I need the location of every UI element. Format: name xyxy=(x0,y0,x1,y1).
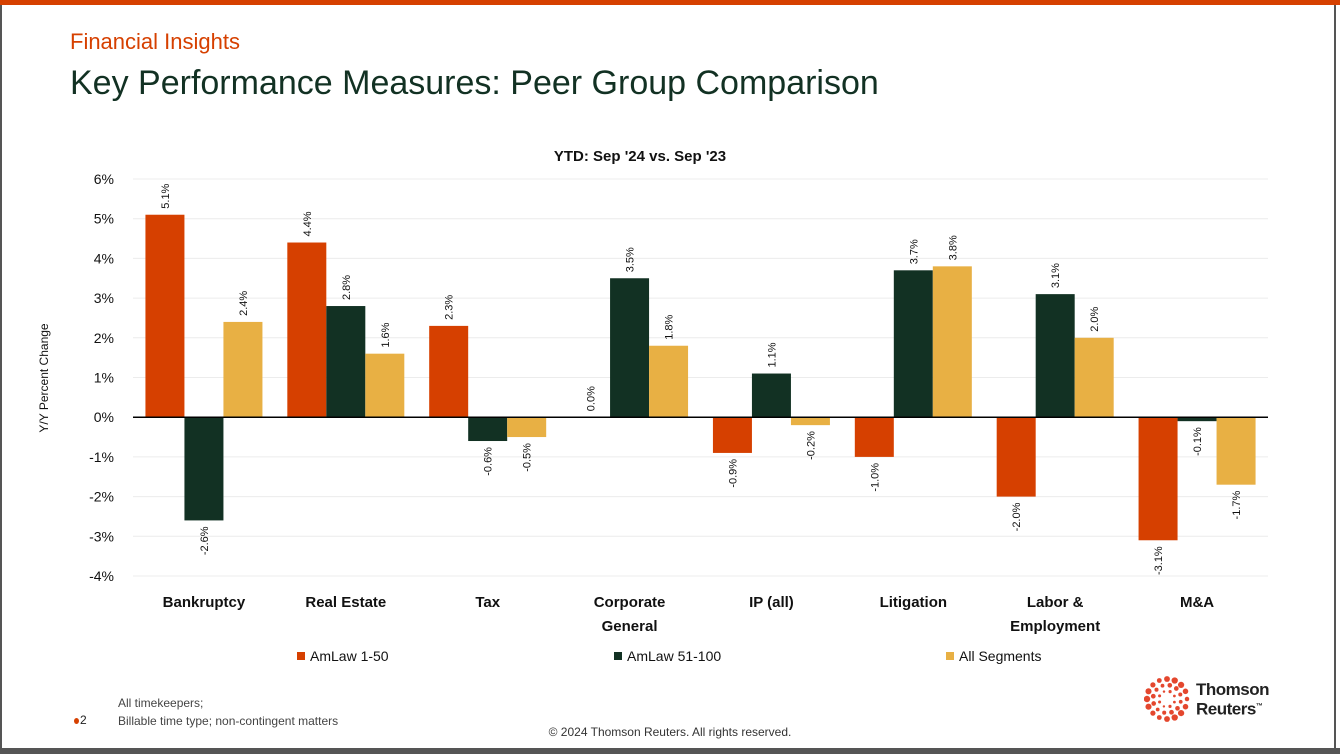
y-tick-label: -1% xyxy=(89,449,114,465)
legend-label: All Segments xyxy=(959,648,1041,664)
data-label: -0.6% xyxy=(483,447,495,476)
y-tick-label: 4% xyxy=(94,250,114,266)
bar-all-segments xyxy=(649,345,689,418)
x-tick-label: Bankruptcy xyxy=(163,594,246,611)
x-tick-label: IP (all) xyxy=(749,594,794,611)
data-label: 0.0% xyxy=(586,386,598,411)
data-label: 2.4% xyxy=(238,291,250,316)
bar-all-segments xyxy=(1216,417,1256,485)
data-label: 5.1% xyxy=(160,183,172,208)
bar-amlaw-51-100 xyxy=(184,417,224,521)
bottom-bar xyxy=(0,748,1340,754)
y-tick-label: -4% xyxy=(89,568,114,584)
data-label: -2.0% xyxy=(1011,502,1023,531)
logo-tm: ™ xyxy=(1255,702,1263,710)
page-number: 2 xyxy=(74,713,87,727)
x-tick-label: M&A xyxy=(1180,594,1214,611)
page-title: Key Performance Measures: Peer Group Com… xyxy=(70,64,879,102)
footnote-line-2: Billable time type; non-contingent matte… xyxy=(118,714,339,728)
bar-amlaw-1-50 xyxy=(712,417,752,453)
y-tick-label: 0% xyxy=(94,409,114,425)
x-tick-label: Tax xyxy=(475,594,500,611)
y-tick-label: 1% xyxy=(94,370,114,386)
legend-swatch xyxy=(297,652,305,660)
bar-all-segments xyxy=(223,321,263,418)
top-accent-bar xyxy=(0,0,1340,5)
logo-dots-icon xyxy=(1144,676,1190,722)
data-label: -1.0% xyxy=(869,463,881,492)
data-label: 4.4% xyxy=(302,211,314,236)
bar-amlaw-1-50 xyxy=(996,417,1036,497)
page-number-text: 2 xyxy=(80,713,87,727)
data-label: 1.6% xyxy=(380,322,392,347)
thomson-reuters-logo: Thomson Reuters™ xyxy=(1144,676,1270,722)
data-label: 1.1% xyxy=(766,342,778,367)
section-subtitle: Financial Insights xyxy=(70,29,240,54)
bar-amlaw-51-100 xyxy=(326,306,366,418)
x-tick-label: Labor & xyxy=(1027,594,1084,611)
data-label: -0.9% xyxy=(727,459,739,488)
bar-amlaw-51-100 xyxy=(468,417,508,442)
y-axis-label: Y/Y Percent Change xyxy=(37,323,51,433)
data-label: -1.7% xyxy=(1231,490,1243,519)
copyright: © 2024 Thomson Reuters. All rights reser… xyxy=(548,725,792,739)
x-tick-label: General xyxy=(602,618,658,635)
x-tick-label: Corporate xyxy=(594,594,666,611)
x-tick-label: Real Estate xyxy=(305,594,386,611)
data-label: 3.5% xyxy=(625,247,637,272)
y-tick-label: 2% xyxy=(94,330,114,346)
y-tick-label: -3% xyxy=(89,528,114,544)
data-label: 3.7% xyxy=(908,239,920,264)
bar-all-segments xyxy=(365,353,405,418)
data-label: -0.5% xyxy=(522,443,534,472)
bar-amlaw-1-50 xyxy=(287,242,327,418)
footnote-line-1: All timekeepers; xyxy=(118,696,204,710)
bar-chart: YTD: Sep '24 vs. Sep '23 Y/Y Percent Chan… xyxy=(37,148,1268,664)
bar-amlaw-51-100 xyxy=(1177,417,1217,422)
data-label: -2.6% xyxy=(199,526,211,555)
data-label: -3.1% xyxy=(1153,546,1165,575)
bar-amlaw-1-50 xyxy=(429,325,469,418)
data-label: 2.0% xyxy=(1089,307,1101,332)
bar-all-segments xyxy=(932,266,972,418)
bar-amlaw-51-100 xyxy=(1035,294,1075,418)
bullet-icon xyxy=(74,717,79,724)
bar-amlaw-1-50 xyxy=(145,214,185,418)
legend-label: AmLaw 1-50 xyxy=(310,648,389,664)
x-tick-label: Employment xyxy=(1010,618,1100,635)
bar-all-segments xyxy=(507,417,547,438)
data-label: 1.8% xyxy=(664,314,676,339)
data-label: 2.8% xyxy=(341,275,353,300)
y-tick-label: -2% xyxy=(89,489,114,505)
chart-title: YTD: Sep '24 vs. Sep '23 xyxy=(554,148,726,165)
bar-all-segments xyxy=(790,417,830,426)
data-label: -0.2% xyxy=(805,431,817,460)
bar-amlaw-51-100 xyxy=(751,373,791,418)
logo-line-2: Reuters xyxy=(1196,699,1256,719)
bar-amlaw-1-50 xyxy=(854,417,894,457)
data-label: 3.8% xyxy=(947,235,959,260)
legend-swatch xyxy=(946,652,954,660)
data-label: 2.3% xyxy=(444,295,456,320)
legend-swatch xyxy=(614,652,622,660)
bar-amlaw-1-50 xyxy=(1138,417,1178,541)
bar-amlaw-51-100 xyxy=(610,278,650,418)
data-label: 3.1% xyxy=(1050,263,1062,288)
legend-label: AmLaw 51-100 xyxy=(627,648,721,664)
data-label: -0.1% xyxy=(1192,427,1204,456)
x-tick-label: Litigation xyxy=(880,594,948,611)
bar-amlaw-51-100 xyxy=(893,270,933,418)
y-tick-label: 6% xyxy=(94,171,114,187)
logo-line-1: Thomson xyxy=(1196,679,1270,699)
bar-all-segments xyxy=(1074,337,1114,418)
y-tick-label: 5% xyxy=(94,211,114,227)
y-tick-label: 3% xyxy=(94,290,114,306)
